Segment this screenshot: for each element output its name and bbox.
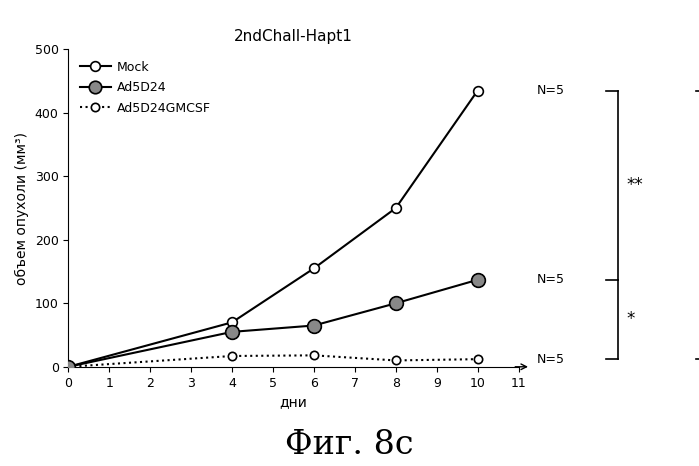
Mock <box>228 320 236 325</box>
Ad5D24 <box>64 364 73 370</box>
Text: **: ** <box>626 176 643 194</box>
Legend: Mock, Ad5D24, Ad5D24GMCSF: Mock, Ad5D24, Ad5D24GMCSF <box>75 55 216 120</box>
Mock <box>310 266 318 271</box>
Point <box>308 322 319 329</box>
Ad5D24 <box>228 329 236 335</box>
Line: Mock: Mock <box>64 86 482 372</box>
Ad5D24GMCSF <box>473 356 482 362</box>
Mock <box>391 205 400 211</box>
Ad5D24GMCSF <box>64 364 73 370</box>
Text: N=5: N=5 <box>537 273 565 286</box>
Line: Ad5D24GMCSF: Ad5D24GMCSF <box>64 351 482 371</box>
Line: Ad5D24: Ad5D24 <box>62 274 484 373</box>
Text: Фиг. 8c: Фиг. 8c <box>285 429 414 461</box>
Ad5D24 <box>310 323 318 329</box>
Title: 2ndChall-Hapt1: 2ndChall-Hapt1 <box>234 29 353 44</box>
Text: N=5: N=5 <box>537 84 565 97</box>
Mock <box>64 364 73 370</box>
Point <box>472 276 483 283</box>
Point <box>390 300 401 307</box>
Ad5D24GMCSF <box>391 357 400 363</box>
Mock <box>473 88 482 93</box>
Ad5D24 <box>473 277 482 282</box>
Point <box>226 328 238 336</box>
Point <box>63 363 74 370</box>
X-axis label: дни: дни <box>280 395 308 409</box>
Ad5D24GMCSF <box>228 353 236 359</box>
Text: *: * <box>626 310 635 329</box>
Text: N=5: N=5 <box>537 353 565 366</box>
Ad5D24GMCSF <box>310 353 318 358</box>
Y-axis label: объем опухоли (мм³): объем опухоли (мм³) <box>15 131 29 285</box>
Ad5D24 <box>391 301 400 306</box>
